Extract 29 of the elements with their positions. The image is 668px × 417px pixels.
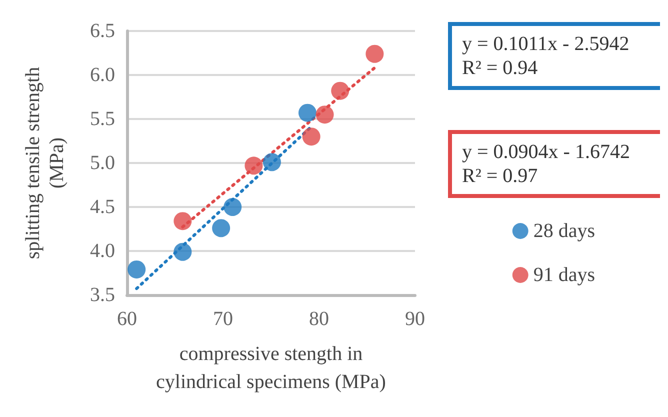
y-tick-label: 4.5 — [90, 196, 115, 218]
text: y = 0.0904x - 1.6742 R² = 0.97 — [462, 141, 630, 187]
x-axis-title: compressive stength in cylindrical specimens (MPa) — [156, 343, 386, 393]
x-tick-label: 60 — [117, 308, 137, 330]
x-tick-label: 90 — [405, 308, 425, 330]
point — [128, 260, 146, 278]
point — [298, 104, 316, 122]
legend-label: 28 days — [533, 220, 596, 242]
point — [244, 156, 263, 175]
point — [366, 44, 384, 63]
point — [174, 212, 192, 230]
point — [331, 82, 350, 100]
x-tick-label: 80 — [309, 308, 329, 330]
y-tick-label: 6.0 — [90, 64, 115, 86]
text: y = 0.1011x - 2.5942 R² = 0.94 — [462, 33, 630, 79]
x-tick-label: 70 — [213, 308, 233, 330]
point — [262, 153, 281, 172]
y-tick-label: 6.5 — [90, 20, 115, 42]
point — [174, 242, 192, 261]
point — [224, 198, 242, 216]
point — [316, 106, 334, 124]
y-axis-title: splitting tensile strength (MPa) — [22, 66, 68, 260]
y-tick-label: 5.0 — [90, 152, 115, 174]
y-tick-label: 3.5 — [90, 284, 115, 306]
legend-label: 91 days — [533, 264, 596, 286]
y-tick-label: 5.5 — [90, 108, 115, 130]
point — [302, 128, 320, 146]
y-tick-label: 4.0 — [90, 240, 115, 262]
point — [212, 219, 230, 238]
